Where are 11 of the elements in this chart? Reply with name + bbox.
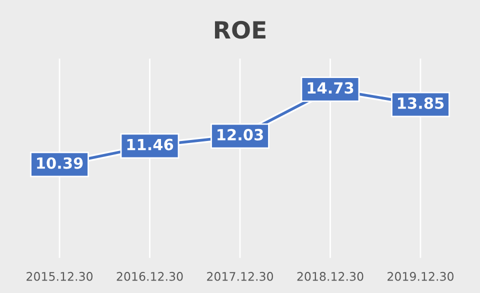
data-label: 13.85 bbox=[398, 97, 444, 109]
data-label: 10.39 bbox=[37, 157, 83, 169]
chart-title: ROE bbox=[214, 20, 266, 39]
data-label: 14.73 bbox=[308, 82, 354, 94]
x-tick-label: 2015.12.30 bbox=[26, 272, 93, 281]
data-label: 12.03 bbox=[218, 128, 263, 140]
x-tick-label: 2018.12.30 bbox=[297, 272, 364, 281]
x-tick-label: 2017.12.30 bbox=[207, 272, 274, 281]
x-tick-label: 2016.12.30 bbox=[116, 272, 183, 281]
x-tick-label: 2019.12.30 bbox=[388, 272, 454, 281]
data-label: 11.46 bbox=[127, 138, 174, 150]
